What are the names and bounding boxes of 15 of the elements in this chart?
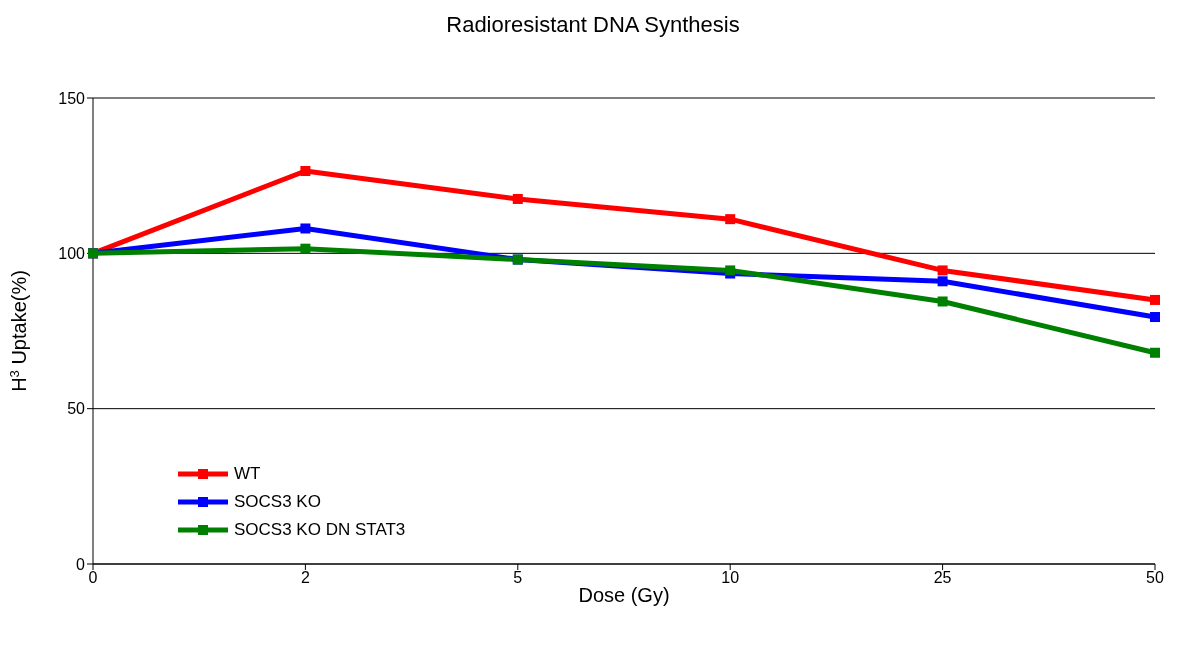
y-tick-label: 50 xyxy=(67,400,86,418)
x-tick-label: 50 xyxy=(1146,569,1164,587)
x-tick-label: 0 xyxy=(88,569,98,587)
x-tick-label: 5 xyxy=(513,569,523,587)
legend-label: WT xyxy=(234,464,261,484)
legend-label: SOCS3 KO DN STAT3 xyxy=(234,520,406,540)
x-tick-label: 10 xyxy=(721,569,740,587)
x-axis-title: Dose (Gy) xyxy=(578,584,670,606)
legend-label: SOCS3 KO xyxy=(234,492,321,512)
y-tick-label: 150 xyxy=(58,89,86,107)
x-tick-label: 2 xyxy=(300,569,310,587)
x-tick-label: 25 xyxy=(933,569,952,587)
chart-title: Radioresistant DNA Synthesis xyxy=(445,11,741,39)
y-tick-label: 100 xyxy=(58,245,86,263)
y-tick-label: 0 xyxy=(76,555,86,573)
